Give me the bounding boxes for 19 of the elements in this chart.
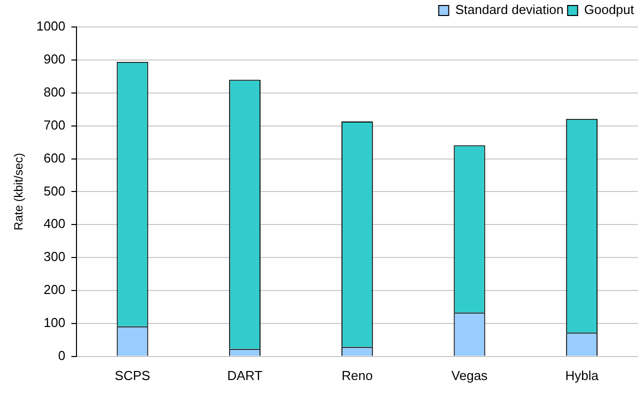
legend-label: Standard deviation <box>455 2 564 18</box>
y-tick-label: 500 <box>44 183 66 198</box>
x-tick-label: Reno <box>342 368 373 383</box>
y-tick-label: 1000 <box>36 18 66 34</box>
x-tick-label: SCPS <box>114 368 151 383</box>
x-tick-label: Vegas <box>451 368 488 383</box>
y-tick-label: 200 <box>44 282 66 298</box>
legend-label: Goodput <box>584 2 634 18</box>
y-tick-label: 600 <box>44 150 66 166</box>
y-tick-label: 300 <box>44 249 66 264</box>
y-tick-label: 900 <box>44 52 66 67</box>
x-tick-label: DART <box>227 368 262 383</box>
y-tick-label: 0 <box>58 348 66 363</box>
x-tick-label: Hybla <box>565 368 600 383</box>
y-tick-label: 100 <box>44 315 66 330</box>
y-axis-title: Rate (kbit/sec) <box>12 153 26 230</box>
y-tick-label: 700 <box>44 117 66 132</box>
y-tick-label: 800 <box>44 84 66 100</box>
y-tick-label: 400 <box>44 216 66 232</box>
